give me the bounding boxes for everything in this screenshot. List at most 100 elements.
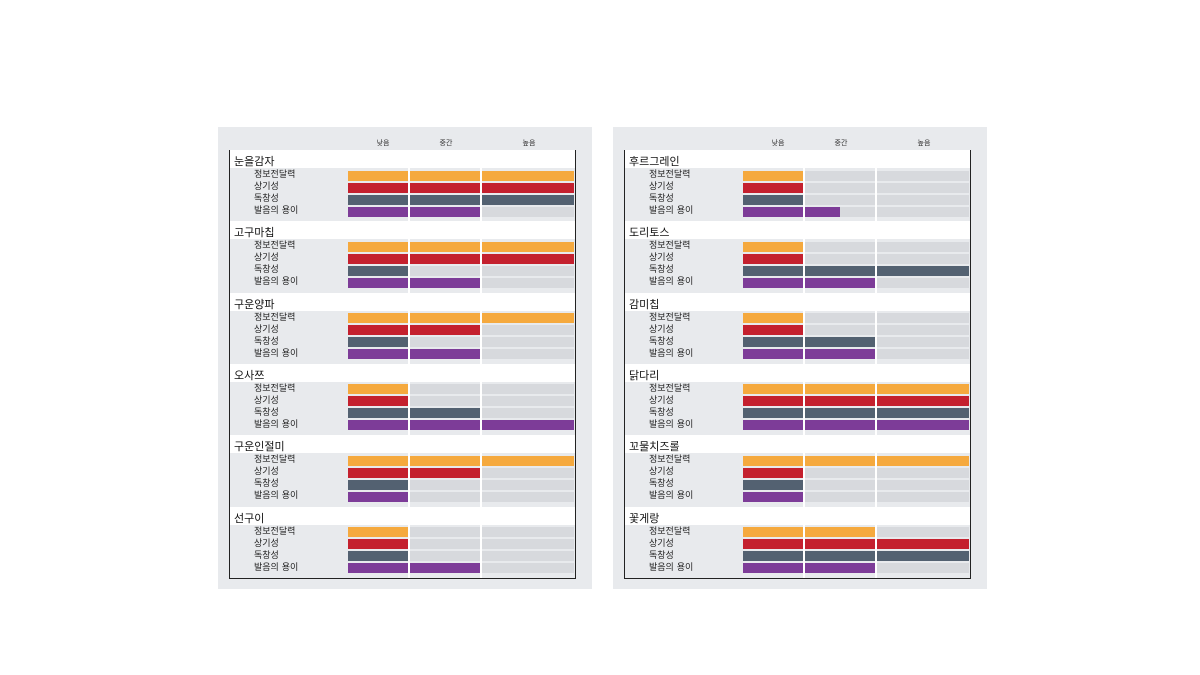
section-title: 감미칩	[629, 297, 660, 311]
value-bar	[348, 277, 408, 288]
bar-track	[804, 253, 875, 264]
bar-track	[481, 337, 574, 348]
value-bar	[348, 265, 408, 276]
value-bar	[409, 194, 480, 205]
value-bar	[743, 194, 803, 205]
value-bar	[743, 349, 803, 360]
section: 눈을감자 정보전달력 상기성 독창성 발음의 용이	[230, 150, 575, 221]
value-bar	[409, 420, 480, 431]
section-title: 도리토스	[629, 226, 670, 240]
value-bar	[804, 527, 875, 537]
metric-label: 상기성	[254, 467, 279, 478]
bar-track	[876, 194, 969, 205]
value-bar	[409, 349, 480, 360]
value-bar	[348, 396, 408, 407]
value-bar	[348, 491, 408, 502]
value-bar	[348, 313, 408, 324]
bar-track	[876, 479, 969, 490]
value-bar	[348, 479, 408, 490]
bar-track	[481, 539, 574, 549]
bar-track	[876, 206, 969, 217]
value-bar	[876, 420, 969, 431]
bar-track	[876, 337, 969, 348]
bar-track	[804, 194, 875, 205]
value-bar	[348, 325, 408, 336]
metric-label: 독창성	[254, 336, 279, 347]
value-bar	[409, 253, 480, 264]
metric-label: 발음의 용이	[649, 491, 694, 502]
metric-label: 독창성	[649, 265, 674, 276]
value-bar	[409, 182, 480, 193]
value-bar	[743, 253, 803, 264]
metric-label: 상기성	[649, 253, 674, 264]
metric-label: 독창성	[649, 407, 674, 418]
metric-label: 정보전달력	[649, 241, 691, 252]
value-bar	[409, 241, 480, 252]
value-bar	[876, 539, 969, 549]
bar-track	[409, 539, 480, 549]
section-title: 눈을감자	[234, 155, 275, 168]
value-bar	[481, 420, 574, 431]
metric-label: 상기성	[254, 538, 279, 549]
bar-track	[876, 527, 969, 537]
metric-label: 정보전달력	[254, 383, 296, 394]
section: 후르그레인 정보전달력 상기성 독창성 발음의 용이	[625, 150, 970, 221]
chart-frame: 눈을감자 정보전달력 상기성 독창성 발음의 용이 고구마칩 정보전달력 상기성 독창성 발음의 …	[229, 150, 576, 579]
bar-track	[876, 277, 969, 288]
header-high: 높음	[522, 139, 536, 147]
value-bar	[743, 241, 803, 252]
metric-label: 발음의 용이	[649, 419, 694, 430]
value-bar	[876, 551, 969, 561]
header-low: 낮음	[376, 139, 390, 147]
bar-track	[804, 206, 875, 217]
value-bar	[804, 539, 875, 549]
bar-track	[804, 182, 875, 193]
section-title: 닭다리	[629, 368, 660, 382]
bar-track	[876, 182, 969, 193]
metric-label: 발음의 용이	[254, 419, 299, 430]
value-bar	[348, 170, 408, 181]
value-bar	[743, 563, 803, 573]
bar-track	[876, 491, 969, 502]
value-bar	[804, 384, 875, 395]
bar-track	[409, 396, 480, 407]
value-bar	[481, 170, 574, 181]
value-bar	[481, 194, 574, 205]
section-title-row: 선구이	[230, 506, 575, 525]
bar-track	[481, 491, 574, 502]
value-bar	[743, 420, 803, 431]
bar-track	[481, 467, 574, 478]
value-bar	[804, 420, 875, 431]
value-bar	[348, 182, 408, 193]
value-bar	[481, 182, 574, 193]
header-high: 높음	[917, 139, 931, 147]
bar-track	[481, 479, 574, 490]
bar-track	[804, 479, 875, 490]
value-bar	[348, 420, 408, 431]
bar-track	[876, 241, 969, 252]
value-bar	[743, 551, 803, 561]
value-bar	[876, 265, 969, 276]
bar-track	[409, 479, 480, 490]
value-bar	[804, 277, 875, 288]
value-bar	[409, 455, 480, 466]
value-bar	[743, 491, 803, 502]
value-bar	[409, 408, 480, 419]
section: 고구마칩 정보전달력 상기성 독창성 발음의 용이	[230, 221, 575, 292]
value-bar	[743, 384, 803, 395]
section-title-row: 후르그레인	[625, 150, 970, 168]
value-bar	[409, 563, 480, 573]
section: 도리토스 정보전달력 상기성 독창성 발음의 용이	[625, 221, 970, 292]
metric-label: 상기성	[254, 253, 279, 264]
value-bar	[743, 479, 803, 490]
value-bar	[348, 467, 408, 478]
metric-label: 독창성	[649, 194, 674, 204]
bar-track	[481, 265, 574, 276]
value-bar	[348, 253, 408, 264]
bar-track	[481, 384, 574, 395]
bar-track	[409, 265, 480, 276]
value-bar	[804, 563, 875, 573]
column-divider	[803, 150, 805, 578]
column-divider	[875, 150, 877, 578]
value-bar	[409, 206, 480, 217]
